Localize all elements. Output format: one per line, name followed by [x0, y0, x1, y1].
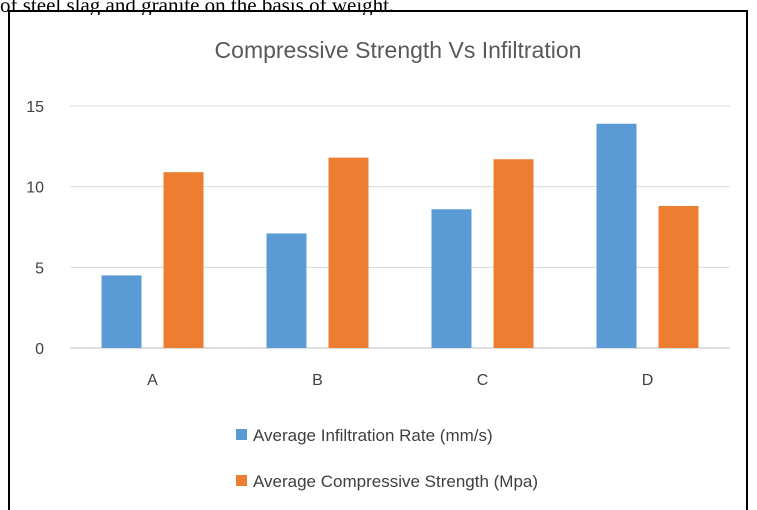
x-category-label: B	[312, 372, 323, 389]
legend-swatch	[236, 475, 247, 486]
y-tick-label: 0	[35, 341, 44, 358]
x-category-label: D	[642, 372, 654, 389]
x-axis-category-labels: A B C D	[147, 372, 653, 389]
x-category-label: A	[147, 372, 158, 389]
bar-compressive-d	[658, 206, 699, 348]
bar-infiltration-c	[431, 209, 472, 348]
chart-frame	[8, 10, 748, 510]
y-tick-label: 10	[26, 180, 44, 197]
bar-infiltration-d	[596, 123, 637, 348]
bar-infiltration-b	[266, 233, 307, 348]
y-tick-label: 5	[35, 260, 44, 277]
chart-title: Compressive Strength Vs Infiltration	[215, 37, 582, 63]
x-category-label: C	[477, 372, 489, 389]
bars	[101, 123, 699, 348]
bar-compressive-a	[163, 172, 204, 348]
y-tick-label: 15	[26, 99, 44, 116]
bar-compressive-b	[328, 157, 369, 348]
bar-infiltration-a	[101, 275, 142, 348]
legend: Average Infiltration Rate (mm/s) Average …	[236, 426, 538, 491]
legend-label: Average Infiltration Rate (mm/s)	[253, 426, 493, 445]
legend-swatch	[236, 429, 247, 440]
y-axis-tick-labels: 0 5 10 15	[26, 99, 44, 358]
legend-label: Average Compressive Strength (Mpa)	[253, 472, 538, 491]
bar-compressive-c	[493, 159, 534, 348]
